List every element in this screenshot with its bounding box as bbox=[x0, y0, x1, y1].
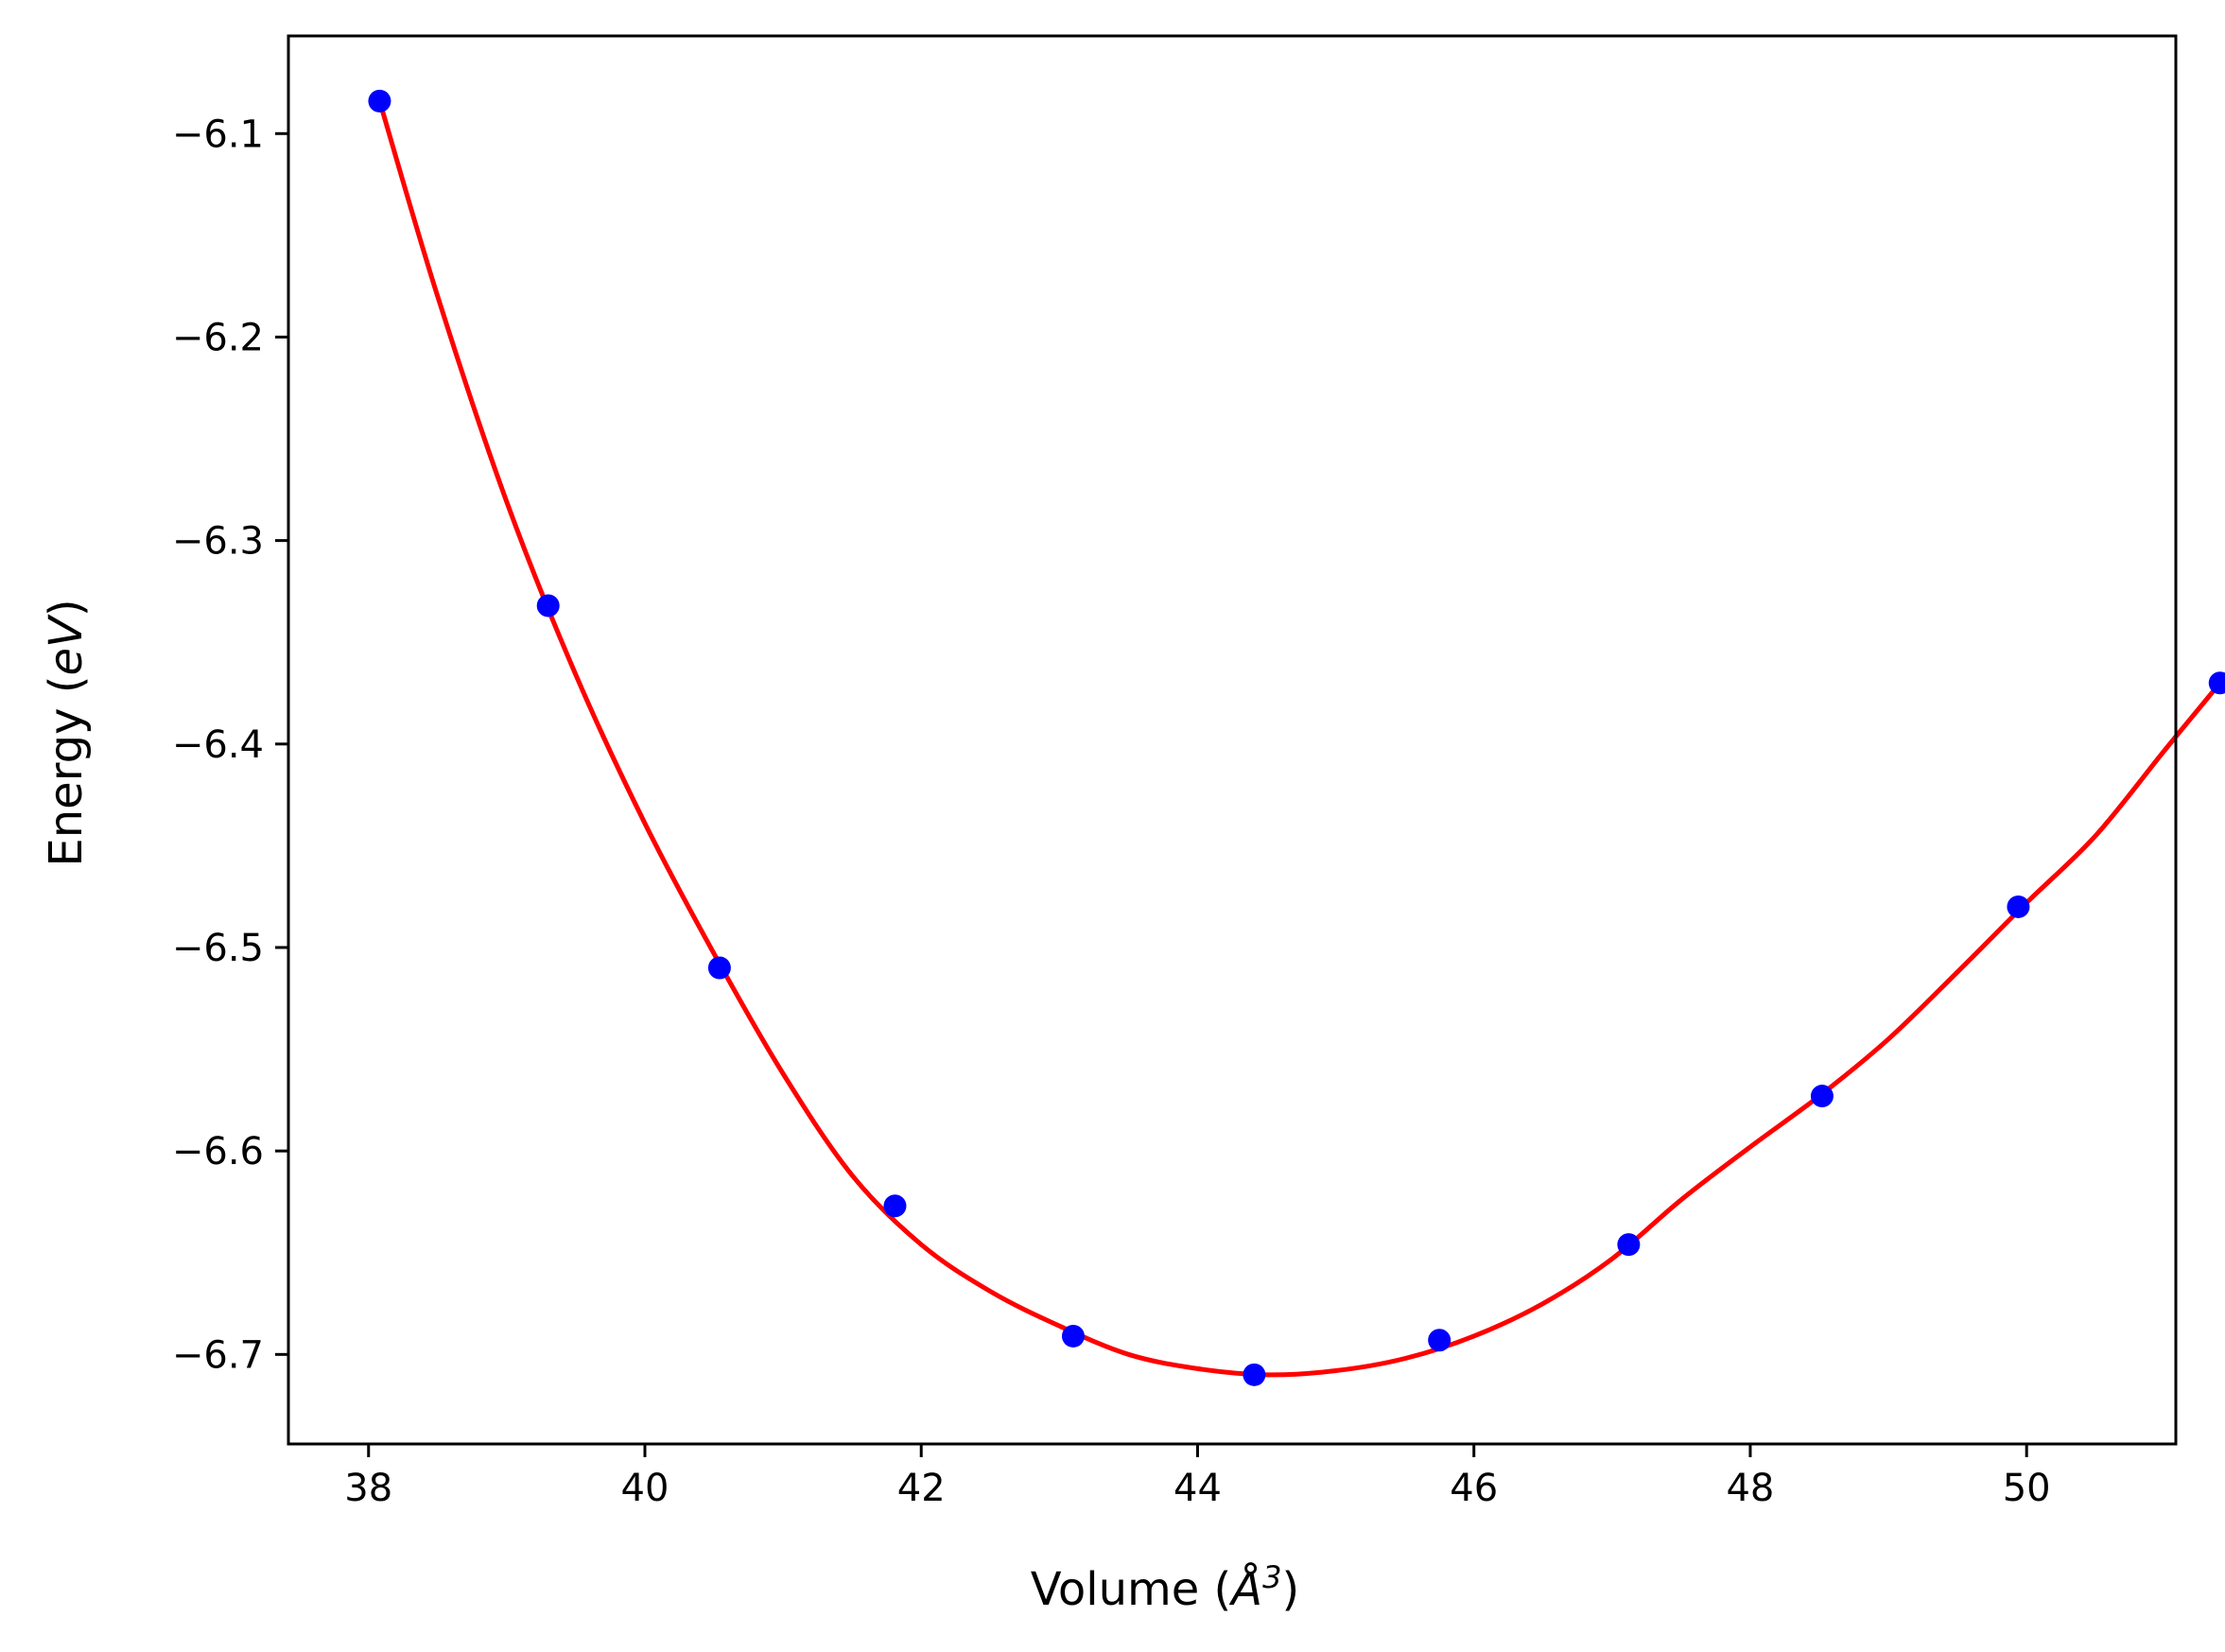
x-tick-label: 48 bbox=[1726, 1467, 1774, 1510]
x-tick-label: 50 bbox=[2003, 1467, 2051, 1510]
x-axis-label: Volume (Å3) bbox=[1031, 1559, 1299, 1616]
data-point bbox=[1061, 1324, 1085, 1348]
x-tick-label: 42 bbox=[897, 1467, 946, 1510]
y-tick-label: −6.4 bbox=[172, 723, 264, 767]
data-point bbox=[2007, 895, 2030, 918]
fit-curve-line bbox=[377, 100, 2222, 1378]
data-point bbox=[368, 89, 391, 113]
y-tick-label: −6.5 bbox=[172, 927, 264, 970]
data-point bbox=[1428, 1329, 1451, 1352]
x-axis-ticks: 3840424446485052 bbox=[344, 1444, 2051, 1510]
x-tick-label: 44 bbox=[1173, 1467, 1222, 1510]
y-tick-label: −6.1 bbox=[172, 113, 264, 156]
data-point bbox=[1617, 1233, 1641, 1257]
x-tick-label: 38 bbox=[344, 1467, 392, 1510]
y-axis-label: Energy (eV) bbox=[40, 599, 93, 866]
data-point bbox=[707, 956, 731, 980]
plot-content bbox=[368, 89, 2225, 1386]
y-tick-label: −6.2 bbox=[172, 316, 264, 359]
y-axis-ticks: −6.1 −6.2 −6.3 −6.4 −6.5 −6.6 −6.7 bbox=[172, 113, 288, 1377]
x-tick-label: 46 bbox=[1450, 1467, 1498, 1510]
data-point bbox=[883, 1194, 907, 1218]
y-tick-label: −6.7 bbox=[172, 1333, 264, 1377]
data-point bbox=[2208, 671, 2225, 695]
plot-frame bbox=[287, 34, 2178, 1446]
x-tick-label: 40 bbox=[621, 1467, 669, 1510]
data-point bbox=[536, 594, 560, 617]
y-tick-label: −6.6 bbox=[172, 1130, 264, 1174]
y-tick-label: −6.3 bbox=[172, 520, 264, 564]
data-point bbox=[1810, 1085, 1834, 1108]
data-point bbox=[1243, 1363, 1266, 1386]
